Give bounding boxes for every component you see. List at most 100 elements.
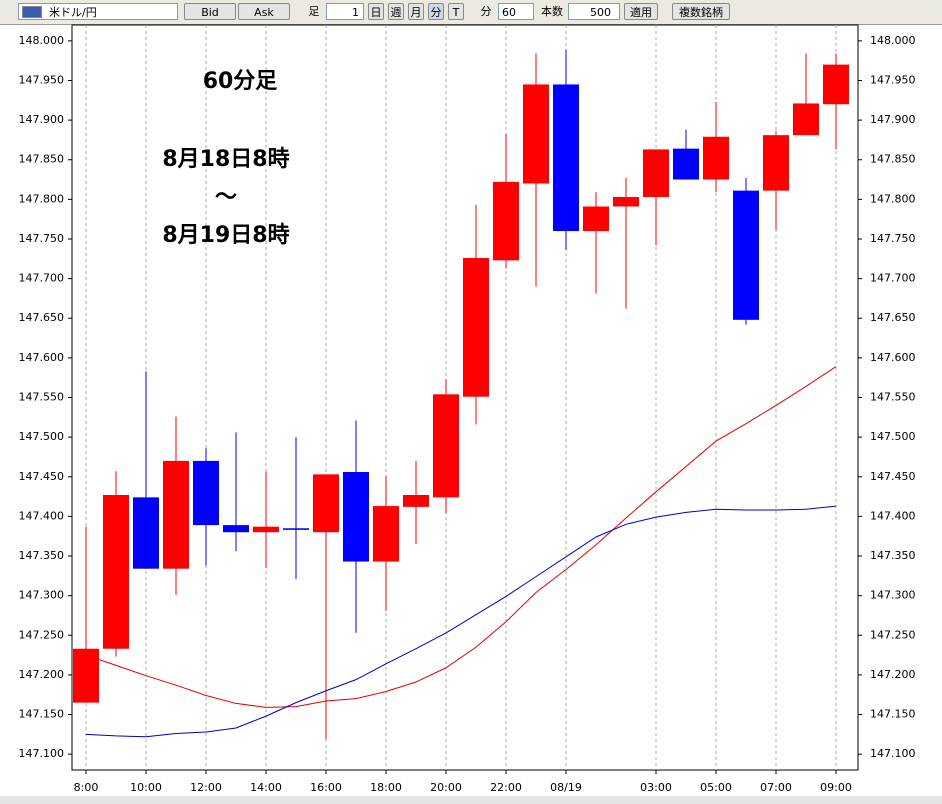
y-tick-label: 147.200 (870, 668, 916, 681)
month-button[interactable]: 月 (408, 3, 424, 20)
x-tick-label: 09:00 (820, 781, 852, 794)
candle-body (433, 394, 459, 498)
label: 分 (480, 5, 492, 18)
minute-button[interactable]: 分 (428, 3, 444, 20)
multi-button[interactable]: 複数銘柄 (672, 3, 730, 20)
candle-body (103, 494, 129, 649)
x-tick-label: 07:00 (760, 781, 792, 794)
candle-body (73, 648, 99, 703)
label: 足 (308, 5, 320, 18)
annotation: 60分足 (203, 69, 278, 94)
y-tick-label: 147.550 (19, 391, 65, 404)
y-tick-label: 147.550 (870, 391, 916, 404)
y-tick-label: 147.750 (19, 232, 65, 245)
day-button[interactable]: 日 (368, 3, 384, 20)
candle-body (463, 258, 489, 397)
scrollbar[interactable] (0, 796, 942, 804)
x-tick-label: 22:00 (490, 781, 522, 794)
y-tick-label: 147.850 (19, 153, 65, 166)
y-tick-label: 147.950 (19, 73, 65, 86)
y-tick-label: 148.000 (870, 34, 916, 47)
toolbar: 米ドル/円 Bid Ask 足 1 日 週 月 分 T 分 60 本数 500 … (0, 0, 942, 25)
y-tick-label: 147.150 (19, 708, 65, 721)
y-tick-label: 147.600 (870, 351, 916, 364)
x-tick-label: 14:00 (250, 781, 282, 794)
annotation: 8月19日8時 (162, 223, 289, 248)
background (0, 25, 942, 804)
y-tick-label: 147.250 (19, 628, 65, 641)
y-tick-label: 147.350 (870, 549, 916, 562)
y-tick-label: 147.100 (870, 747, 916, 760)
candle-body (793, 103, 819, 136)
candle-body (223, 525, 249, 533)
y-tick-label: 147.450 (19, 470, 65, 483)
x-tick-label: 08/19 (550, 781, 582, 794)
y-tick-label: 148.000 (19, 34, 65, 47)
candle-body (163, 460, 189, 569)
y-tick-label: 147.350 (19, 549, 65, 562)
pair-select[interactable]: 米ドル/円 (18, 3, 178, 20)
candle-body (733, 190, 759, 320)
x-tick-label: 8:00 (74, 781, 99, 794)
candle-body (253, 526, 279, 533)
y-tick-label: 147.900 (19, 113, 65, 126)
y-tick-label: 147.850 (870, 153, 916, 166)
y-tick-label: 147.800 (19, 192, 65, 205)
y-tick-label: 147.750 (870, 232, 916, 245)
x-tick-label: 03:00 (640, 781, 672, 794)
y-tick-label: 147.400 (870, 509, 916, 522)
y-tick-label: 147.300 (19, 589, 65, 602)
y-tick-label: 147.950 (870, 73, 916, 86)
moving-average (85, 366, 837, 708)
candle-body (403, 494, 429, 507)
bars-input[interactable]: 500 (568, 3, 620, 20)
y-tick-label: 147.900 (870, 113, 916, 126)
annotation: 8月18日8時 (162, 147, 289, 172)
label: 本数 (541, 5, 563, 18)
x-tick-label: 10:00 (130, 781, 162, 794)
candle-body (313, 474, 339, 533)
candle-body (373, 506, 399, 562)
candle-body (823, 64, 849, 105)
y-tick-label: 147.650 (19, 311, 65, 324)
candle-body (673, 148, 699, 180)
candle-body (763, 135, 789, 191)
interval-select[interactable]: 60 (498, 3, 534, 20)
candle-body (703, 136, 729, 180)
y-tick-label: 147.650 (870, 311, 916, 324)
x-tick-label: 05:00 (700, 781, 732, 794)
ask-button[interactable]: Ask (238, 3, 290, 20)
y-tick-label: 147.150 (870, 708, 916, 721)
annotation: ～ (215, 185, 237, 210)
week-button[interactable]: 週 (388, 3, 404, 20)
y-tick-label: 147.200 (19, 668, 65, 681)
x-tick-label: 18:00 (370, 781, 402, 794)
count-input[interactable]: 1 (326, 3, 364, 20)
candle-body (133, 497, 159, 569)
y-tick-label: 147.400 (19, 509, 65, 522)
candle-body (343, 472, 369, 562)
candle-body (493, 181, 519, 261)
y-tick-label: 147.700 (870, 272, 916, 285)
x-tick-label: 16:00 (310, 781, 342, 794)
candle-body (523, 84, 549, 184)
y-tick-label: 147.500 (19, 430, 65, 443)
y-tick-label: 147.700 (19, 272, 65, 285)
y-tick-label: 147.800 (870, 192, 916, 205)
y-tick-label: 147.500 (870, 430, 916, 443)
apply-button[interactable]: 適用 (624, 3, 658, 20)
candle-body (553, 84, 579, 232)
y-tick-label: 147.600 (19, 351, 65, 364)
moving-average (85, 505, 837, 738)
candle-body (613, 196, 639, 207)
flag (22, 6, 42, 18)
candle-body (583, 206, 609, 232)
tick-button[interactable]: T (448, 3, 464, 20)
x-tick-label: 20:00 (430, 781, 462, 794)
y-tick-label: 147.450 (870, 470, 916, 483)
bid-button[interactable]: Bid (184, 3, 236, 20)
candle-body (643, 149, 669, 197)
y-tick-label: 147.250 (870, 628, 916, 641)
y-tick-label: 147.100 (19, 747, 65, 760)
